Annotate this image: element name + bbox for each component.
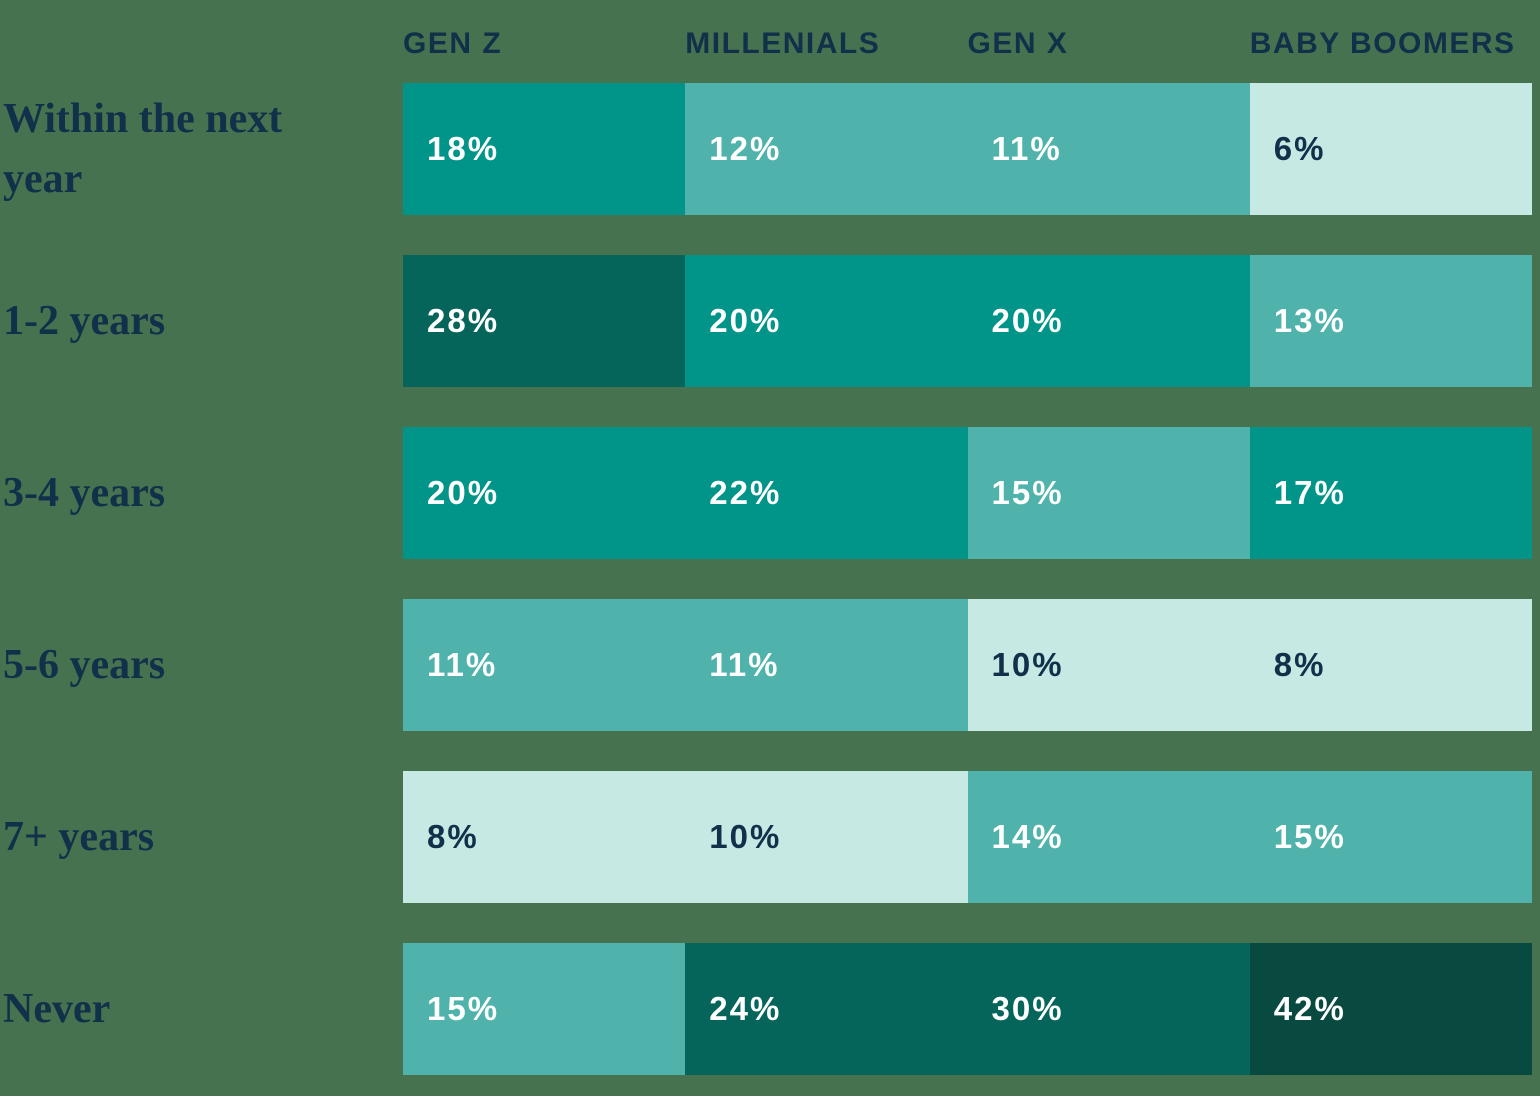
heatmap-cell: 12%	[685, 83, 968, 215]
cell-value: 8%	[427, 818, 479, 855]
heatmap-cell: 42%	[1249, 943, 1532, 1075]
cell-value: 15%	[991, 474, 1064, 511]
heatmap-cell: 30%	[967, 943, 1250, 1075]
cell-value: 12%	[709, 130, 782, 167]
column-header: MILLENIALS	[685, 27, 881, 60]
heatmap-row: 3-4 years 20% 22% 15% 17%	[0, 427, 1532, 559]
heatmap-row: 1-2 years 28% 20% 20% 13%	[0, 255, 1532, 387]
cell-value: 11%	[427, 646, 498, 683]
cell-value: 14%	[991, 818, 1064, 855]
heatmap-rows: Within the next year 18% 12% 11% 6% 1-2 years…	[0, 83, 1532, 1075]
heatmap-cell: 15%	[967, 427, 1250, 559]
row-label-text: 3-4 years	[3, 469, 166, 516]
cell-value: 10%	[991, 646, 1064, 683]
column-header: GEN X	[967, 27, 1069, 60]
cell-value: 30%	[991, 990, 1064, 1027]
column-headers: GEN Z MILLENIALS GEN X BABY BOOMERS	[0, 27, 1532, 83]
cell-value: 15%	[427, 990, 500, 1027]
heatmap-cell: 18%	[403, 83, 686, 215]
heatmap-cell: 8%	[1249, 599, 1532, 731]
column-header: GEN Z	[403, 27, 503, 60]
cell-value: 20%	[991, 302, 1064, 339]
heatmap-cell: 17%	[1249, 427, 1532, 559]
heatmap-cell: 6%	[1249, 83, 1532, 215]
heatmap-cell: 22%	[685, 427, 968, 559]
row-label: 7+ years	[0, 771, 403, 903]
heatmap-cell: 10%	[967, 599, 1250, 731]
column-header: BABY BOOMERS	[1249, 27, 1516, 60]
cell-value: 22%	[709, 474, 782, 511]
cell-value: 15%	[1273, 818, 1346, 855]
heatmap-cell: 20%	[403, 427, 686, 559]
heatmap-row: Within the next year 18% 12% 11% 6%	[0, 83, 1532, 215]
heatmap-cell: 20%	[967, 255, 1250, 387]
heatmap-cell: 20%	[685, 255, 968, 387]
cell-value: 8%	[1273, 646, 1326, 683]
heatmap-cell: 8%	[403, 771, 686, 903]
heatmap-cell: 10%	[685, 771, 968, 903]
cell-value: 20%	[709, 302, 782, 339]
heatmap-cell: 11%	[685, 599, 968, 731]
cell-value: 11%	[709, 646, 780, 683]
cell-value: 13%	[1273, 302, 1346, 339]
row-label-text: Within the next year	[3, 95, 283, 202]
cell-value: 10%	[709, 818, 782, 855]
cell-value: 42%	[1273, 990, 1346, 1027]
heatmap-cell: 13%	[1249, 255, 1532, 387]
row-label: 1-2 years	[0, 255, 403, 387]
cell-value: 18%	[427, 130, 500, 167]
row-label: Never	[0, 943, 403, 1075]
cell-value: 24%	[709, 990, 782, 1027]
heatmap-cell: 15%	[403, 943, 686, 1075]
row-label-text: Never	[3, 985, 111, 1032]
cell-value: 20%	[427, 474, 500, 511]
row-label: 3-4 years	[0, 427, 403, 559]
heatmap-cell: 28%	[403, 255, 686, 387]
cell-value: 11%	[991, 130, 1062, 167]
row-label: Within the next year	[0, 83, 403, 215]
row-label-text: 5-6 years	[3, 641, 166, 688]
heatmap-cell: 14%	[967, 771, 1250, 903]
heatmap-row: Never 15% 24% 30% 42%	[0, 943, 1532, 1075]
row-label-text: 7+ years	[3, 813, 155, 860]
heatmap-cell: 15%	[1249, 771, 1532, 903]
heatmap-cell: 11%	[403, 599, 686, 731]
heatmap-row: 7+ years 8% 10% 14% 15%	[0, 771, 1532, 903]
row-label: 5-6 years	[0, 599, 403, 731]
cell-value: 17%	[1273, 474, 1346, 511]
cell-value: 28%	[427, 302, 500, 339]
heatmap-cell: 11%	[967, 83, 1250, 215]
heatmap-cell: 24%	[685, 943, 968, 1075]
cell-value: 6%	[1273, 130, 1326, 167]
heatmap-row: 5-6 years 11% 11% 10% 8%	[0, 599, 1532, 731]
row-label-text: 1-2 years	[3, 297, 166, 344]
